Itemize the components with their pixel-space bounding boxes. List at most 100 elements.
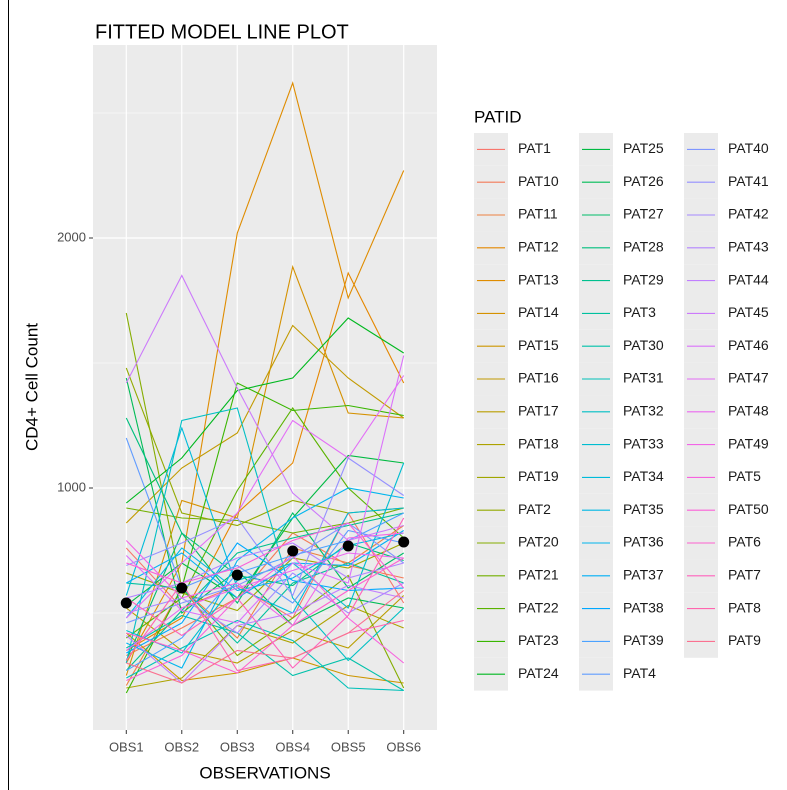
series-line — [125, 375, 405, 619]
series-line — [126, 512, 404, 671]
legend-label: PAT34 — [623, 468, 664, 484]
chart-title: FITTED MODEL LINE PLOT — [95, 21, 349, 43]
legend-label: PAT28 — [623, 239, 664, 255]
series-line — [125, 532, 404, 627]
legend-label: PAT17 — [518, 403, 559, 419]
series-line — [125, 511, 405, 619]
legend-label: PAT5 — [728, 468, 761, 484]
series-line — [125, 552, 404, 651]
legend-label: PAT8 — [728, 599, 761, 615]
legend-label: PAT42 — [728, 206, 769, 222]
legend-label: PAT27 — [623, 206, 664, 222]
legend-label: PAT37 — [623, 567, 664, 583]
legend-label: PAT22 — [518, 599, 559, 615]
series-line — [126, 457, 405, 597]
legend-label: PAT35 — [623, 501, 664, 517]
mean-point — [287, 545, 299, 557]
series-line — [126, 590, 405, 684]
legend-label: PAT21 — [518, 567, 559, 583]
series-line — [126, 542, 404, 654]
series-line — [126, 532, 404, 656]
series-line — [125, 264, 404, 676]
mean-point — [176, 582, 188, 594]
x-tick-label: OBS4 — [275, 739, 310, 754]
legend-label: PAT48 — [728, 403, 769, 419]
series-line — [126, 572, 404, 634]
legend-label: PAT7 — [728, 567, 761, 583]
legend-label: PAT43 — [728, 239, 769, 255]
legend-label: PAT12 — [518, 239, 559, 255]
series-line — [125, 437, 404, 604]
legend-label: PAT14 — [518, 304, 559, 320]
series-line — [126, 542, 404, 599]
legend-label: PAT4 — [623, 665, 656, 681]
series-line — [126, 522, 405, 589]
series-line — [126, 507, 404, 534]
legend-label: PAT50 — [728, 501, 769, 517]
legend-label: PAT40 — [728, 140, 769, 156]
legend-label: PAT31 — [623, 370, 664, 386]
legend-label: PAT2 — [518, 501, 551, 517]
series-line — [126, 522, 405, 624]
legend-label: PAT26 — [623, 173, 664, 189]
mean-point — [120, 597, 132, 609]
series-line — [126, 619, 404, 692]
x-tick-label: OBS6 — [386, 739, 421, 754]
legend-label: PAT3 — [623, 304, 656, 320]
legend-label: PAT32 — [623, 403, 664, 419]
legend-label: PAT23 — [518, 632, 559, 648]
mean-point — [398, 536, 410, 548]
x-tick-label: OBS1 — [109, 739, 144, 754]
series-line — [126, 530, 404, 599]
legend-label: PAT47 — [728, 370, 769, 386]
series-line — [125, 382, 404, 694]
legend-label: PAT44 — [728, 271, 769, 287]
series-line — [125, 632, 404, 684]
series-line — [125, 274, 404, 542]
legend-label: PAT29 — [623, 271, 664, 287]
legend-label: PAT13 — [518, 271, 559, 287]
x-tick-label: OBS3 — [220, 739, 255, 754]
legend-label: PAT39 — [623, 632, 664, 648]
series-line — [125, 584, 404, 684]
series-line — [126, 557, 404, 674]
legend-label: PAT45 — [728, 304, 769, 320]
legend-label: PAT18 — [518, 435, 559, 451]
legend-label: PAT38 — [623, 599, 664, 615]
series-line — [125, 426, 404, 614]
legend-label: PAT41 — [728, 173, 769, 189]
legend-label: PAT24 — [518, 665, 559, 681]
legend-label: PAT49 — [728, 435, 769, 451]
series-line — [125, 582, 404, 672]
series-line — [125, 512, 404, 661]
legend-label: PAT36 — [623, 534, 664, 550]
y-tick-label: 2000 — [57, 229, 86, 244]
legend-label: PAT15 — [518, 337, 559, 353]
series-line — [125, 317, 404, 504]
y-axis-title: CD4+ Cell Count — [22, 323, 41, 451]
series-line — [125, 312, 405, 689]
legend-label: PAT1 — [518, 140, 551, 156]
series-line — [125, 407, 405, 664]
legend-label: PAT20 — [518, 534, 559, 550]
series-line — [126, 487, 404, 669]
legend-label: PAT46 — [728, 337, 769, 353]
legend-label: PAT11 — [518, 206, 558, 222]
series-line — [125, 355, 405, 624]
legend-label: PAT6 — [728, 534, 761, 550]
legend-title: PATID — [474, 107, 522, 126]
series-line — [125, 517, 405, 669]
legend-label: PAT33 — [623, 435, 664, 451]
series-line — [125, 324, 405, 524]
legend-label: PAT9 — [728, 632, 761, 648]
x-tick-label: OBS5 — [331, 739, 366, 754]
series-line — [126, 562, 404, 644]
legend-label: PAT10 — [518, 173, 559, 189]
legend-label: PAT30 — [623, 337, 664, 353]
panel — [93, 45, 437, 730]
series-line — [126, 271, 405, 651]
mean-point — [231, 569, 243, 581]
mean-point — [342, 540, 354, 552]
